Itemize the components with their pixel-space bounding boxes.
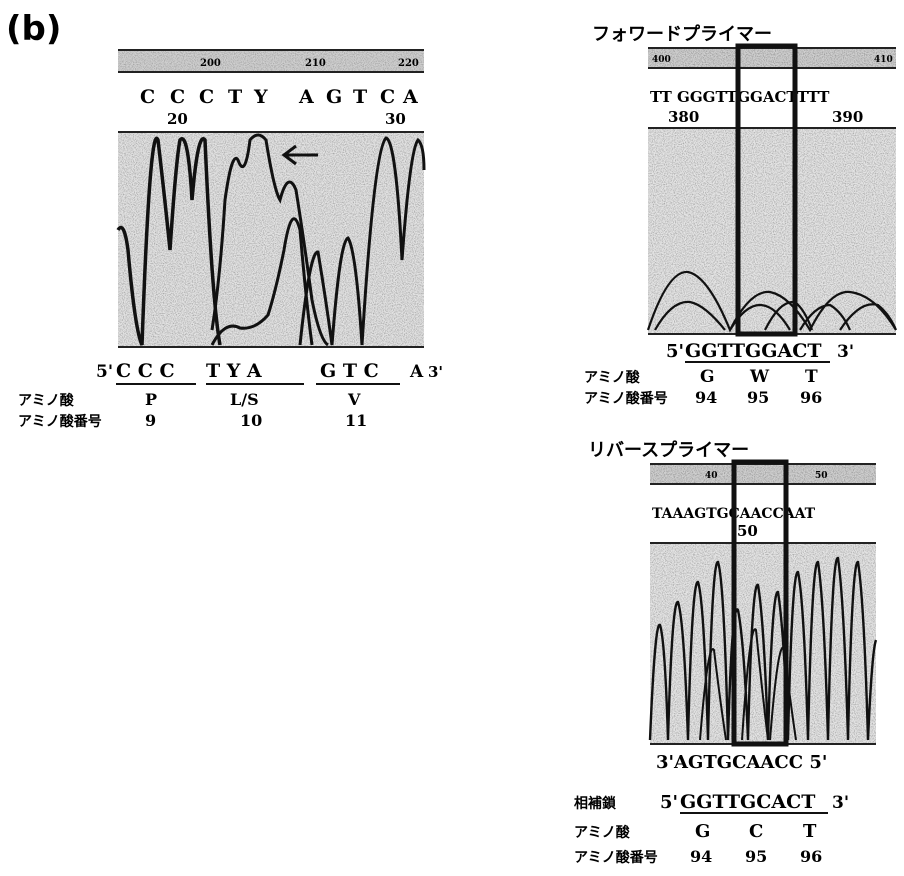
reverse-number-value: 94	[690, 847, 712, 866]
left-seq-tail: A	[409, 362, 424, 382]
forward-seq-suffix: 3'	[837, 342, 854, 362]
left-base-call: T	[228, 86, 242, 108]
reverse-comp-label: 相補鎖	[574, 795, 617, 812]
reverse-number-label: アミノ酸番号	[574, 849, 658, 866]
forward-number-value: 95	[747, 388, 769, 407]
left-number-value: 10	[240, 411, 262, 430]
reverse-position-50: 50	[737, 522, 758, 540]
forward-position-380: 380	[668, 108, 699, 126]
left-codon-2: T Y A	[206, 360, 262, 382]
reverse-comp-seq: GGTTGCACT	[680, 791, 815, 813]
reverse-highlight-box	[731, 459, 789, 747]
forward-amino-label: アミノ酸	[584, 369, 641, 386]
left-base-call: Y	[253, 86, 268, 108]
left-amino-value: L/S	[230, 390, 259, 409]
left-base-calls: C C C T Y A G T C A	[140, 86, 418, 108]
left-base-call: C	[199, 86, 214, 108]
left-base-call: C	[170, 86, 185, 108]
forward-chromatogram: フォワードプライマー 400 410 TT GGGTTGGACTTTT 380 …	[584, 23, 898, 407]
forward-amino-value: G	[700, 367, 715, 387]
left-base-call: A	[402, 86, 418, 108]
left-base-call: G	[326, 86, 342, 108]
left-codon-1: C C C	[116, 360, 175, 382]
reverse-amino-value: T	[803, 821, 817, 842]
left-number-label: アミノ酸番号	[18, 413, 102, 430]
reverse-comp-suffix: 3'	[832, 793, 849, 813]
left-position-30: 30	[385, 110, 406, 128]
left-base-call: C	[140, 86, 155, 108]
left-position-20: 20	[167, 110, 188, 128]
left-ruler-tick-3: 220	[398, 58, 419, 69]
left-trace-2	[210, 133, 329, 347]
forward-highlight-box	[735, 43, 798, 337]
left-amino-value: V	[347, 390, 361, 409]
left-number-value: 9	[145, 411, 156, 430]
forward-amino-value: T	[805, 367, 818, 387]
left-seq-prefix: 5'	[96, 362, 113, 382]
left-trace-4	[298, 136, 426, 346]
left-amino-value: P	[145, 390, 157, 409]
left-amino-label: アミノ酸	[18, 392, 75, 409]
left-seq-suffix: 3'	[428, 363, 443, 381]
forward-ruler-tick-2: 410	[874, 55, 893, 65]
left-ruler-tick-1: 200	[200, 58, 221, 69]
forward-ruler-tick-1: 400	[652, 55, 671, 65]
reverse-number-value: 95	[745, 847, 767, 866]
forward-number-label: アミノ酸番号	[584, 390, 668, 407]
reverse-amino-label: アミノ酸	[574, 824, 631, 841]
reverse-trace	[648, 556, 878, 741]
reverse-chromatogram: リバースプライマー 40 50 TAAAGTGCAACCAAT 50 3'AGT…	[574, 439, 878, 866]
left-trace-3	[210, 217, 314, 346]
left-codon-3: G T C	[320, 360, 379, 382]
reverse-title: リバースプライマー	[588, 439, 749, 461]
reverse-amino-value: G	[695, 821, 710, 842]
reverse-number-value: 96	[800, 847, 822, 866]
left-base-call: A	[298, 86, 314, 108]
left-base-call: C	[380, 86, 395, 108]
forward-seq: GGTTGGACT	[685, 340, 822, 362]
forward-position-390: 390	[832, 108, 863, 126]
forward-title: フォワードプライマー	[592, 23, 772, 45]
reverse-ruler-tick-2: 50	[815, 471, 828, 481]
left-arrow-icon	[281, 144, 318, 166]
left-base-call: T	[353, 86, 367, 108]
left-trace-1	[116, 136, 222, 346]
forward-number-value: 94	[695, 388, 717, 407]
reverse-seq: 3'AGTGCAACC 5'	[656, 752, 827, 773]
left-number-value: 11	[345, 411, 367, 430]
reverse-comp-prefix: 5'	[660, 792, 678, 813]
left-ruler-tick-2: 210	[305, 58, 326, 69]
reverse-ruler-tick-1: 40	[705, 471, 718, 481]
forward-number-value: 96	[800, 388, 822, 407]
reverse-amino-value: C	[749, 821, 763, 842]
left-chromatogram: 200 210 220 C C C T Y A G T C A 20 30 5'…	[18, 49, 443, 430]
forward-seq-prefix: 5'	[666, 341, 684, 362]
forward-amino-value: W	[749, 367, 770, 387]
panel-label: (b)	[6, 9, 61, 49]
